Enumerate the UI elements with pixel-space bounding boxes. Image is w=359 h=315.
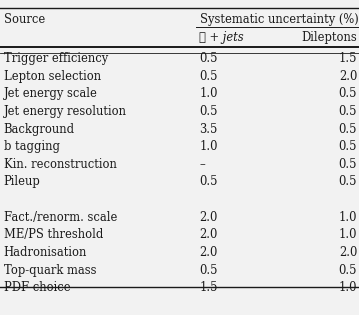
Text: 0.5: 0.5 [339, 264, 357, 277]
Text: 0.5: 0.5 [199, 105, 218, 118]
Text: Jet energy resolution: Jet energy resolution [4, 105, 127, 118]
Text: 2.0: 2.0 [339, 246, 357, 259]
Text: 0.5: 0.5 [199, 70, 218, 83]
Text: 1.0: 1.0 [339, 211, 357, 224]
Text: PDF choice: PDF choice [4, 281, 70, 294]
Text: Source: Source [4, 13, 45, 26]
Text: 1.0: 1.0 [339, 228, 357, 241]
Text: Lepton selection: Lepton selection [4, 70, 101, 83]
Text: 0.5: 0.5 [339, 87, 357, 100]
Text: Fact./renorm. scale: Fact./renorm. scale [4, 211, 117, 224]
Text: 2.0: 2.0 [199, 211, 218, 224]
Text: 0.5: 0.5 [339, 175, 357, 188]
Text: Jet energy scale: Jet energy scale [4, 87, 97, 100]
Text: ℓ + jets: ℓ + jets [199, 32, 244, 44]
Text: Hadronisation: Hadronisation [4, 246, 87, 259]
Text: Background: Background [4, 123, 75, 135]
Text: –: – [199, 158, 205, 171]
Text: 1.0: 1.0 [199, 87, 218, 100]
Text: Trigger efficiency: Trigger efficiency [4, 52, 108, 65]
Text: 0.5: 0.5 [339, 158, 357, 171]
Text: 0.5: 0.5 [339, 123, 357, 135]
Text: 1.5: 1.5 [339, 52, 357, 65]
Text: 0.5: 0.5 [339, 140, 357, 153]
Text: 2.0: 2.0 [199, 228, 218, 241]
Text: 1.0: 1.0 [199, 140, 218, 153]
Text: 0.5: 0.5 [199, 52, 218, 65]
Text: 2.0: 2.0 [199, 246, 218, 259]
Text: ME/PS threshold: ME/PS threshold [4, 228, 103, 241]
Text: Systematic uncertainty (%): Systematic uncertainty (%) [200, 13, 359, 26]
Text: b tagging: b tagging [4, 140, 60, 153]
Text: Pileup: Pileup [4, 175, 40, 188]
Text: 0.5: 0.5 [339, 105, 357, 118]
Text: 2.0: 2.0 [339, 70, 357, 83]
Text: Kin. reconstruction: Kin. reconstruction [4, 158, 116, 171]
Text: 3.5: 3.5 [199, 123, 218, 135]
Text: 1.5: 1.5 [199, 281, 218, 294]
Text: Dileptons: Dileptons [302, 32, 357, 44]
Text: 1.0: 1.0 [339, 281, 357, 294]
Text: Top-quark mass: Top-quark mass [4, 264, 96, 277]
Text: 0.5: 0.5 [199, 175, 218, 188]
Text: 0.5: 0.5 [199, 264, 218, 277]
